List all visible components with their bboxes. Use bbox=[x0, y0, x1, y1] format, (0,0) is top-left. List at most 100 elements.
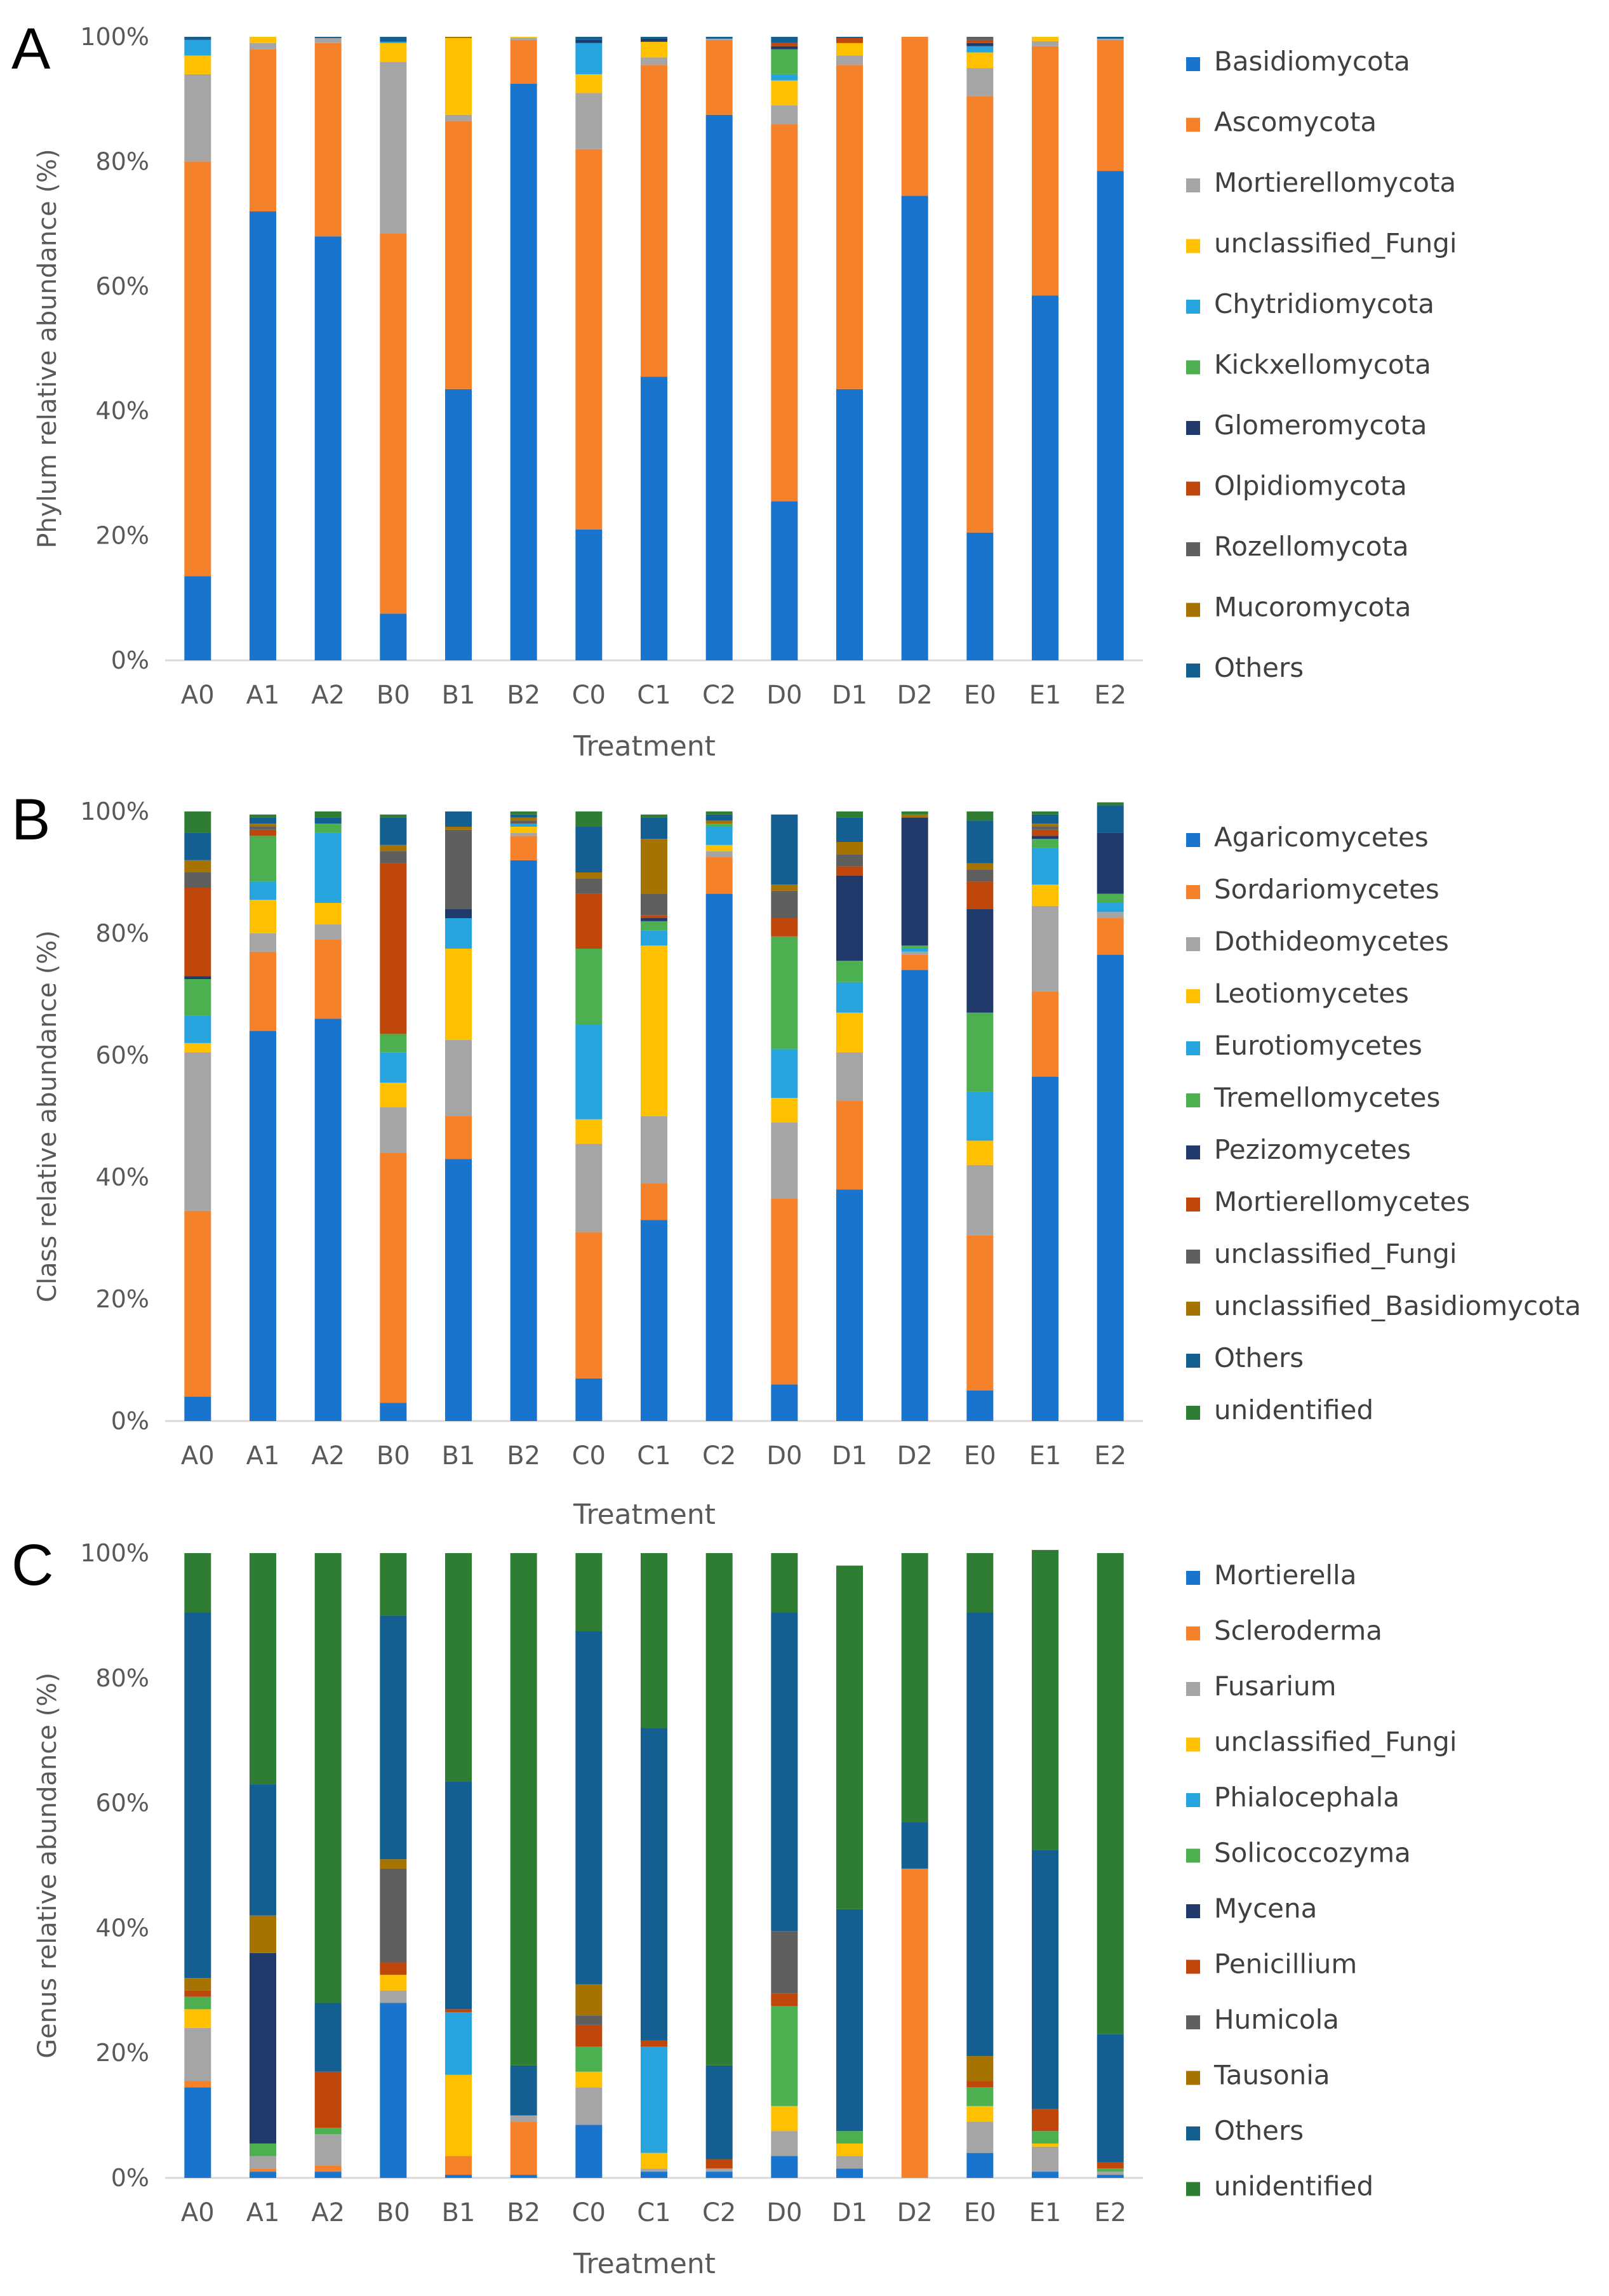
y-tick-label: 40% bbox=[96, 1163, 149, 1191]
y-tick-label: 80% bbox=[96, 919, 149, 947]
bar-segment-sordariomycetes bbox=[510, 836, 537, 860]
y-tick-label: 0% bbox=[111, 646, 149, 674]
bar-segment-unclassified-fungi bbox=[641, 2152, 667, 2169]
bar-segment-leotiomycetes bbox=[380, 1083, 407, 1107]
bar-segment-unidentified bbox=[966, 811, 994, 821]
bar-segment-unidentified bbox=[1032, 1550, 1058, 1850]
legend-swatch bbox=[1186, 2015, 1200, 2029]
x-axis-title: Treatment bbox=[573, 1498, 716, 1531]
bar-segment-agaricomycetes bbox=[575, 1378, 603, 1421]
legend-label: Dothideomycetes bbox=[1214, 926, 1449, 957]
bar-segment-unclassified-fungi bbox=[1032, 37, 1058, 41]
legend-label: Others bbox=[1214, 652, 1304, 683]
bar-segment-leotiomycetes bbox=[445, 949, 472, 1040]
bar-segment-leotiomycetes bbox=[705, 844, 733, 851]
x-category-label: C0 bbox=[572, 681, 606, 710]
bar-segment-sordariomycetes bbox=[575, 1232, 603, 1378]
x-category-label: A2 bbox=[311, 2198, 345, 2227]
bar-segment-sordariomycetes bbox=[184, 1210, 211, 1397]
bar-segment-unidentified bbox=[380, 814, 407, 818]
bar-segment-dothideomycetes bbox=[1032, 905, 1058, 992]
bar-segment-basidiomycota bbox=[445, 389, 472, 660]
bar-segment-unidentified bbox=[184, 1553, 211, 1613]
y-tick-label: 0% bbox=[111, 1407, 149, 1435]
bar-segment-mortierellomycetes bbox=[966, 881, 994, 909]
bar-segment-unclassified-fungi bbox=[510, 37, 537, 38]
y-axis-title: Genus relative abundance (%) bbox=[33, 1672, 62, 2059]
legend-label: Olpidiomycota bbox=[1214, 471, 1407, 502]
bar-segment-others bbox=[1032, 814, 1058, 824]
bar-segment-tausonia bbox=[184, 1978, 211, 1991]
legend-label: Mortierellomycota bbox=[1214, 167, 1456, 198]
bar-segment-mortierella bbox=[314, 2172, 342, 2178]
bar-segment-penicillium bbox=[641, 2040, 667, 2047]
x-category-label: A0 bbox=[181, 2198, 215, 2227]
bar-segment-others bbox=[575, 827, 603, 872]
x-category-label: D0 bbox=[766, 2198, 802, 2227]
bar-segment-mortierella bbox=[510, 2175, 537, 2178]
bar-segment-unidentified bbox=[510, 1553, 537, 2066]
bar-segment-eurotiomycetes bbox=[1032, 848, 1058, 885]
bar-segment-sordariomycetes bbox=[901, 954, 928, 970]
bar-segment-unidentified bbox=[575, 811, 603, 827]
y-tick-label: 20% bbox=[96, 1285, 149, 1313]
bar-segment-dothideomycetes bbox=[575, 1144, 603, 1232]
bar-segment-leotiomycetes bbox=[641, 945, 667, 1116]
bar-segment-unclassified-fungi bbox=[250, 37, 276, 43]
bar-segment-mortierellomycota bbox=[1032, 41, 1058, 46]
y-tick-label: 80% bbox=[96, 1664, 149, 1692]
bar-segment-chytridiomycota bbox=[380, 41, 407, 43]
bar-segment-unclassified-fungi bbox=[184, 55, 211, 74]
x-category-label: D1 bbox=[832, 1441, 867, 1471]
bar-segment-humicola bbox=[575, 2015, 603, 2025]
x-category-label: A1 bbox=[246, 2198, 280, 2227]
bar-segment-others bbox=[836, 37, 863, 38]
bar-segment-solicoccozyma bbox=[575, 2046, 603, 2072]
bar-segment-leotiomycetes bbox=[771, 1098, 798, 1123]
bar-segment-fusarium bbox=[184, 2027, 211, 2081]
x-category-label: D0 bbox=[766, 1441, 802, 1471]
bar-segment-others bbox=[1097, 37, 1124, 39]
legend-swatch bbox=[1186, 178, 1200, 192]
bar-segment-dothideomycetes bbox=[901, 951, 928, 955]
bar-segment-unclassified-basidiomycota bbox=[445, 827, 472, 830]
bar-segment-tremellomycetes bbox=[901, 945, 928, 949]
bar-segment-tremellomycetes bbox=[250, 836, 276, 882]
bar-segment-others bbox=[250, 1784, 276, 1916]
bar-segment-tremellomycetes bbox=[966, 1012, 994, 1092]
bar-segment-mortierella bbox=[250, 2172, 276, 2178]
bar-segment-unclassified-fungi bbox=[184, 872, 211, 888]
bar-segment-others bbox=[1032, 1850, 1058, 2109]
bar-segment-tremellomycetes bbox=[314, 824, 342, 833]
bar-segment-agaricomycetes bbox=[1032, 1076, 1058, 1421]
y-tick-label: 40% bbox=[96, 397, 149, 425]
legend-label: Ascomycota bbox=[1214, 107, 1377, 138]
bar-segment-basidiomycota bbox=[510, 83, 537, 660]
legend-swatch bbox=[1186, 1354, 1200, 1368]
legend-swatch bbox=[1186, 1571, 1200, 1585]
bar-segment-penicillium bbox=[314, 2071, 342, 2128]
legend-label: Solicoccozyma bbox=[1214, 1838, 1411, 1869]
bar-segment-others bbox=[966, 1612, 994, 2057]
bar-segment-unidentified bbox=[250, 814, 276, 818]
bar-segment-eurotiomycetes bbox=[705, 827, 733, 845]
bar-segment-chytridiomycota bbox=[966, 46, 994, 53]
bar-segment-sordariomycetes bbox=[836, 1101, 863, 1190]
bar-segment-unclassified-fungi bbox=[966, 2106, 994, 2122]
bar-segment-unidentified bbox=[314, 811, 342, 818]
bar-segment-mortierellomycota bbox=[445, 114, 472, 121]
bar-segment-ascomycota bbox=[380, 233, 407, 614]
bar-segment-unclassified-basidiomycota bbox=[380, 844, 407, 851]
bar-segment-tremellomycetes bbox=[836, 961, 863, 982]
bar-segment-others bbox=[510, 2065, 537, 2116]
x-category-label: D1 bbox=[832, 681, 867, 710]
bar-segment-ascomycota bbox=[1097, 39, 1124, 171]
bar-segment-scleroderma bbox=[510, 2121, 537, 2175]
bar-segment-tausonia bbox=[250, 1915, 276, 1953]
bar-segment-tausonia bbox=[380, 1859, 407, 1869]
bar-segment-unclassified-fungi bbox=[445, 829, 472, 909]
bar-segment-mortierellomycota bbox=[641, 57, 667, 65]
x-category-label: C0 bbox=[572, 2198, 606, 2227]
panel-letter: A bbox=[11, 17, 51, 81]
bar-segment-dothideomycetes bbox=[445, 1040, 472, 1116]
